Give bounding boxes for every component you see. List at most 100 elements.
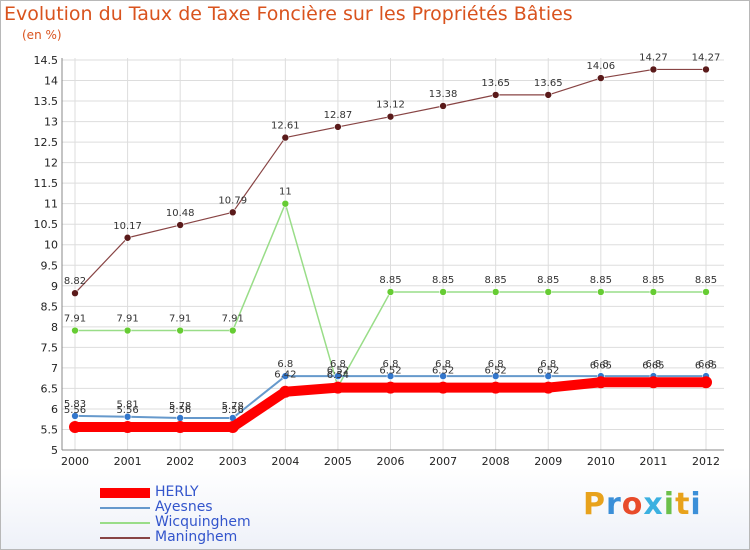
data-point [491, 372, 500, 380]
data-label: 11 [279, 187, 292, 198]
data-label: 10.17 [113, 221, 142, 232]
data-label: 5.56 [64, 405, 86, 416]
legend-swatch [100, 537, 150, 539]
data-point [71, 412, 79, 420]
data-label: 6.8 [488, 359, 504, 370]
data-label: 12.61 [271, 121, 300, 132]
legend-swatch [100, 507, 150, 509]
data-label: 5.81 [116, 400, 138, 411]
y-tick-label: 6.5 [41, 382, 59, 395]
data-point [597, 288, 605, 296]
data-point [123, 412, 132, 421]
data-label: 10.48 [166, 208, 195, 219]
data-label: 14.27 [692, 52, 721, 63]
data-label: 6.8 [435, 359, 451, 370]
data-point [439, 288, 447, 296]
data-label: 8.85 [537, 275, 559, 286]
logo-letter: o [621, 487, 644, 522]
y-tick-label: 8 [51, 321, 58, 334]
data-point [279, 385, 292, 398]
logo-letter: x [643, 487, 664, 522]
data-label: 6.8 [277, 359, 293, 370]
data-label: 13.38 [429, 89, 458, 100]
data-point [386, 372, 395, 380]
x-tick-label: 2008 [482, 455, 510, 468]
x-tick-label: 2009 [534, 455, 562, 468]
chart-title: Evolution du Taux de Taxe Foncière sur l… [4, 3, 573, 25]
data-point [489, 381, 502, 394]
data-point [334, 123, 342, 131]
data-label: 8.82 [64, 276, 86, 287]
data-point [226, 421, 239, 434]
logo-letter: i [663, 487, 676, 522]
data-label: 6.52 [379, 366, 401, 377]
data-point [702, 288, 710, 296]
data-label: 14.27 [639, 52, 668, 63]
data-label: 10.79 [218, 195, 247, 206]
data-point [437, 381, 450, 394]
legend-swatch [100, 522, 150, 524]
data-point [174, 421, 187, 434]
data-point [121, 421, 134, 434]
data-label: 13.65 [481, 78, 510, 89]
data-point [281, 133, 290, 142]
data-label: 6.8 [330, 359, 346, 370]
legend-label: HERLY [155, 484, 199, 500]
data-label: 6.65 [590, 360, 612, 371]
y-tick-label: 6 [51, 403, 58, 416]
x-tick-label: 2006 [377, 455, 405, 468]
logo-letter: t [675, 487, 691, 522]
data-label: 6.8 [645, 359, 661, 370]
proxiti-logo: Proxiti [583, 487, 702, 522]
data-point [544, 288, 553, 296]
data-label: 6.42 [274, 370, 296, 381]
x-tick-label: 2004 [271, 455, 299, 468]
logo-letter: P [583, 487, 606, 522]
data-point [281, 199, 290, 208]
data-point [542, 381, 555, 394]
data-label: 8.85 [432, 275, 454, 286]
data-point [331, 381, 344, 394]
x-tick-label: 2001 [114, 455, 142, 468]
y-unit-label: (en %) [22, 28, 62, 42]
y-tick-label: 12.5 [34, 136, 59, 149]
y-tick-label: 13 [44, 116, 58, 129]
x-tick-label: 2003 [219, 455, 247, 468]
data-point [439, 102, 447, 110]
data-label: 7.91 [116, 314, 138, 325]
data-label: 5.56 [222, 405, 244, 416]
x-tick-label: 2000 [61, 455, 89, 468]
data-point [384, 381, 397, 394]
x-tick-label: 2005 [324, 455, 352, 468]
data-label: 6.52 [537, 366, 559, 377]
data-point [491, 288, 500, 296]
data-label: 8.85 [695, 275, 717, 286]
data-label: 6.52 [432, 366, 454, 377]
data-point [647, 376, 660, 389]
data-label: 12.87 [324, 110, 353, 121]
data-label: 6.54 [327, 370, 349, 381]
data-label: 13.12 [376, 100, 405, 111]
y-tick-label: 12 [44, 157, 58, 170]
data-point [334, 372, 342, 380]
data-point [176, 221, 184, 229]
data-point [700, 376, 712, 389]
legend-swatch [100, 488, 150, 498]
data-point [544, 372, 553, 380]
data-label: 5.78 [169, 401, 191, 412]
y-tick-label: 7 [51, 362, 58, 375]
data-point [649, 288, 658, 296]
data-point [123, 326, 132, 335]
data-point [281, 372, 290, 380]
y-tick-label: 5.5 [41, 423, 59, 436]
data-label: 8.85 [379, 275, 401, 286]
y-tick-label: 14.5 [34, 54, 59, 67]
data-label: 6.65 [642, 360, 664, 371]
data-label: 6.8 [698, 359, 714, 370]
y-tick-label: 13.5 [34, 95, 59, 108]
data-label: 6.52 [327, 366, 349, 377]
data-point [544, 91, 553, 99]
data-point [439, 372, 447, 380]
data-label: 13.65 [534, 78, 563, 89]
data-point [176, 326, 184, 335]
